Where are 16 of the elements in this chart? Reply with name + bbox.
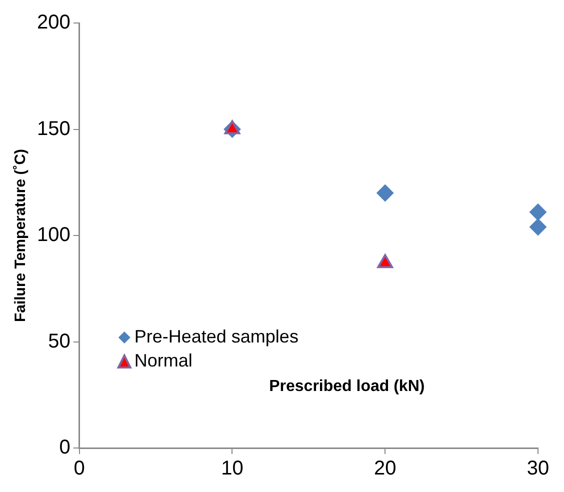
point <box>530 218 546 236</box>
x-tick-label: 10 <box>221 458 244 480</box>
y-tick-label: 0 <box>59 436 70 459</box>
x-tick-label: 20 <box>374 458 396 480</box>
legend-label: Normal <box>134 350 192 370</box>
x-axis-title: Prescribed load (kN) <box>269 378 425 395</box>
x-tick-label: 30 <box>526 458 550 480</box>
y-tick-label: 150 <box>36 118 70 140</box>
legend-label: Pre-Heated samples <box>134 326 298 346</box>
y-tick-label: 100 <box>36 224 70 246</box>
point <box>376 184 394 202</box>
point <box>530 204 546 221</box>
y-axis-title: Failure Temperature (˚C) <box>12 148 30 322</box>
x-tick-label: 0 <box>74 458 85 480</box>
y-tick-label: 200 <box>36 12 70 34</box>
y-tick-label: 50 <box>48 330 70 352</box>
